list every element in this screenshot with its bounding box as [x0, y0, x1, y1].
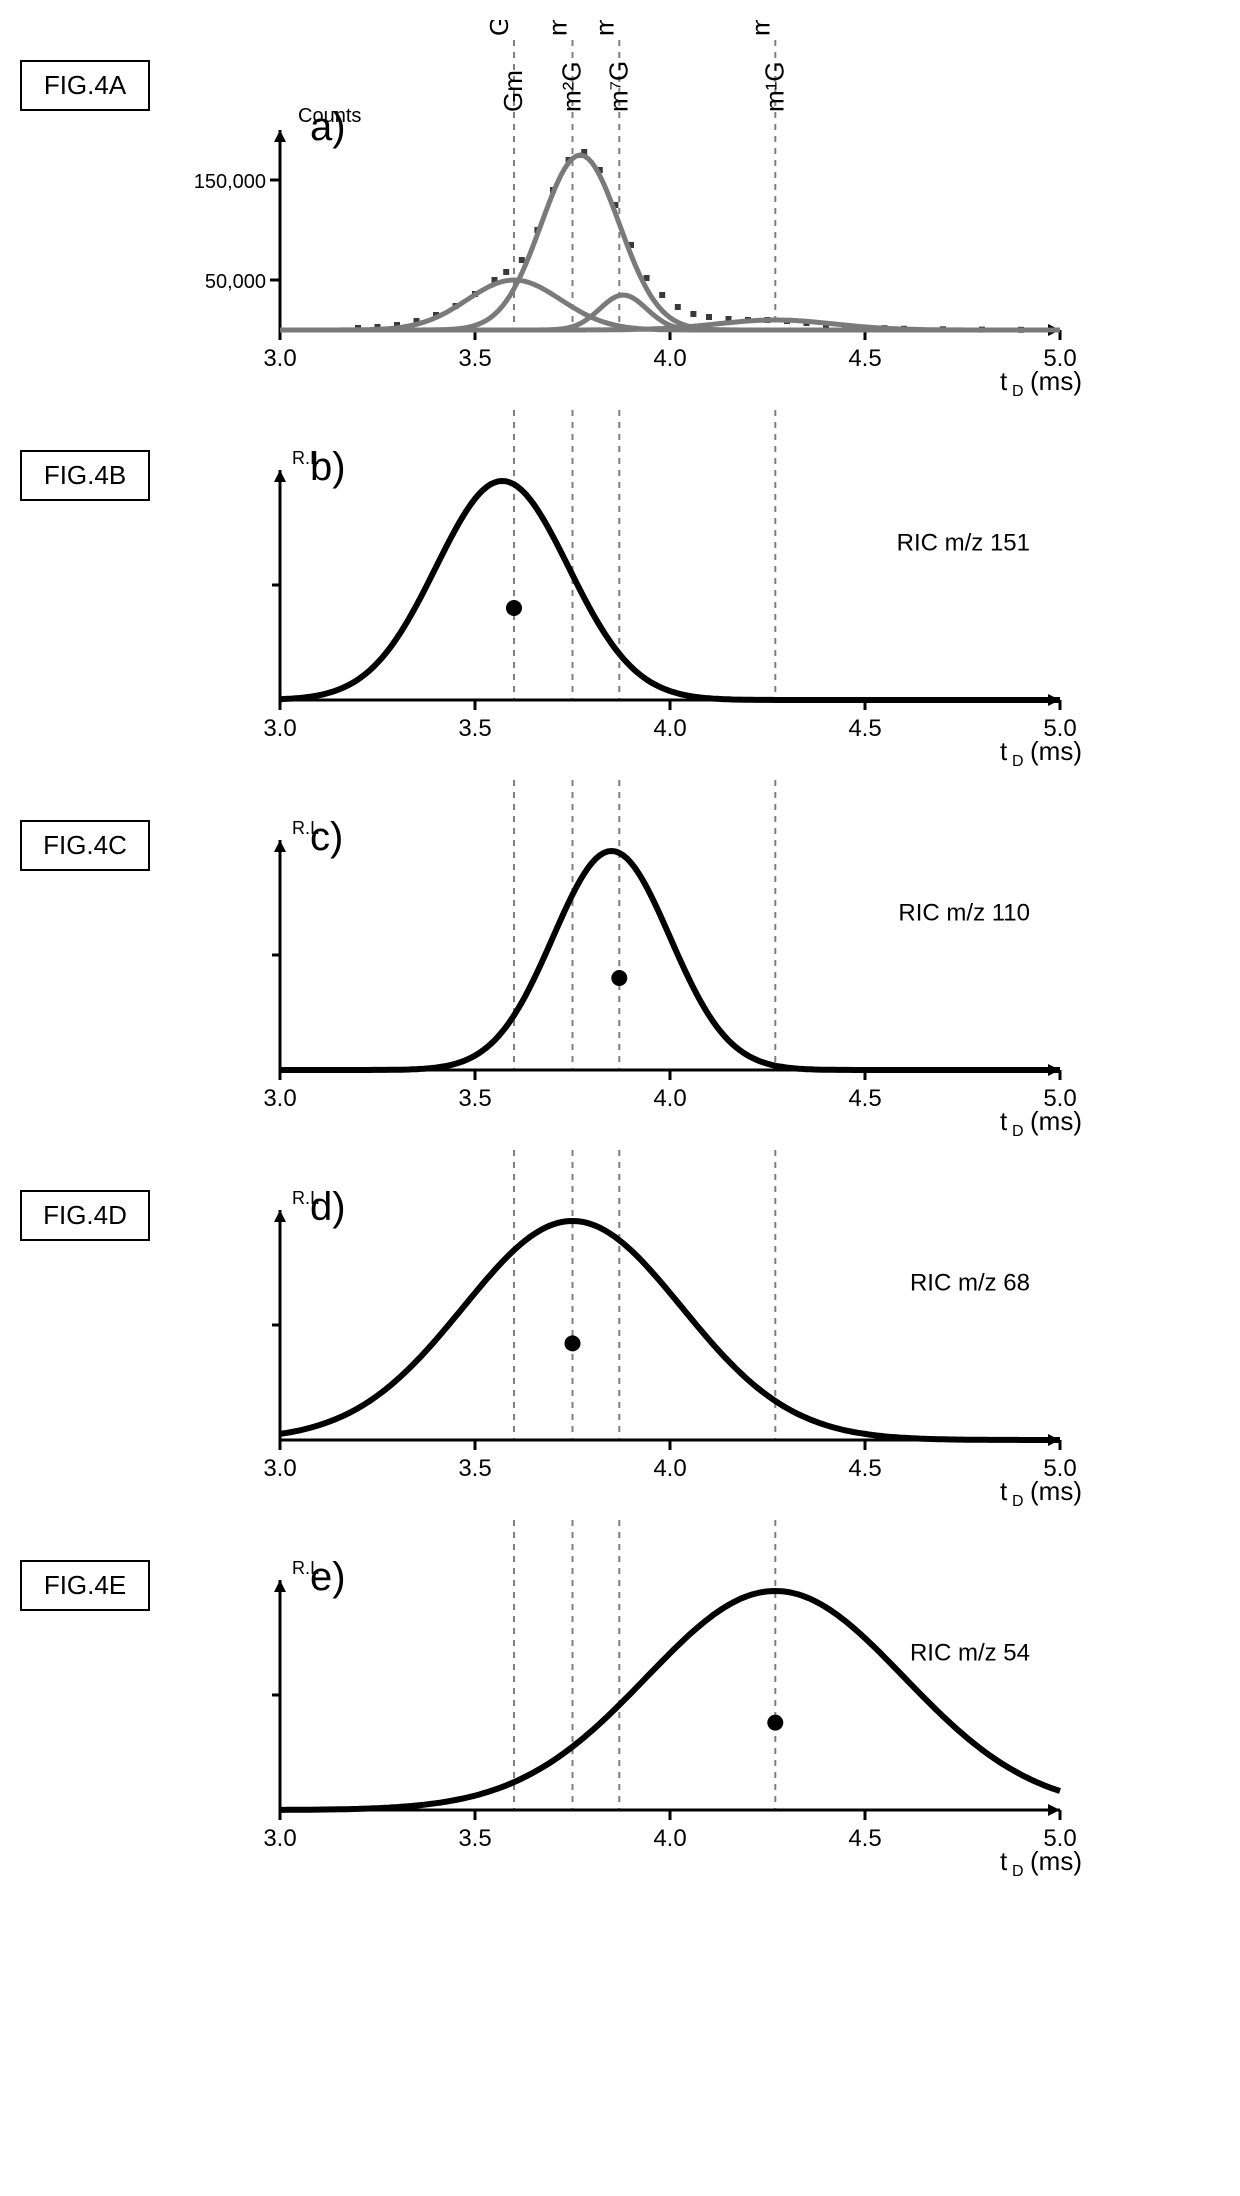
curve — [280, 481, 1060, 700]
figure-label-d: FIG.4D — [20, 1190, 150, 1241]
xtick-label: 3.5 — [458, 1455, 491, 1482]
vline-label-m²G: m²G — [543, 20, 573, 36]
x-axis-label-sub: D — [1012, 383, 1024, 400]
figure-row-b: FIG.4B3.03.54.04.55.0tD (ms)R.I.b)RIC m/… — [20, 410, 1220, 770]
chart-c: 3.03.54.04.55.0tD (ms)R.I.c)RIC m/z 110 — [180, 780, 1100, 1140]
xtick-label: 3.0 — [263, 1085, 296, 1112]
curve — [280, 1221, 1060, 1440]
xtick-label: 4.0 — [653, 1085, 686, 1112]
xtick-label: 3.0 — [263, 715, 296, 742]
xtick-label: 3.5 — [458, 345, 491, 372]
x-axis-label: t — [1000, 1106, 1008, 1136]
chart-e: 3.03.54.04.55.0tD (ms)R.I.e)RIC m/z 54 — [180, 1520, 1100, 1880]
ric-label: RIC m/z 54 — [910, 1640, 1030, 1667]
y-axis-arrow — [274, 470, 286, 482]
vline-label-m¹G: m¹G — [745, 20, 775, 36]
vline-label-m⁷G: m⁷G — [603, 61, 633, 112]
figure-label-c: FIG.4C — [20, 820, 150, 871]
xtick-label: 3.5 — [458, 1085, 491, 1112]
panel-letter: c) — [310, 815, 343, 859]
y-axis-arrow — [274, 130, 286, 142]
ytick-label: 50,000 — [205, 271, 266, 293]
xtick-label: 4.5 — [848, 1085, 881, 1112]
envelope-dot — [706, 314, 712, 320]
envelope-dot — [675, 304, 681, 310]
vline-label-m¹G: m¹G — [759, 61, 789, 112]
figure-row-c: FIG.4C3.03.54.04.55.0tD (ms)R.I.c)RIC m/… — [20, 780, 1220, 1140]
xtick-label: 3.5 — [458, 715, 491, 742]
xtick-label: 4.0 — [653, 715, 686, 742]
xtick-label: 4.5 — [848, 1825, 881, 1852]
chart-d: 3.03.54.04.55.0tD (ms)R.I.d)RIC m/z 68 — [180, 1150, 1100, 1510]
x-axis-arrow — [1048, 1804, 1060, 1816]
panel-letter: d) — [310, 1185, 346, 1229]
xtick-label: 3.0 — [263, 1825, 296, 1852]
envelope-dot — [690, 311, 696, 317]
x-axis-label-unit: (ms) — [1030, 1846, 1082, 1876]
x-axis-label-sub: D — [1012, 1493, 1024, 1510]
panel-letter: a) — [310, 105, 346, 149]
curve — [280, 851, 1060, 1070]
xtick-label: 3.0 — [263, 345, 296, 372]
figure-row-e: FIG.4E3.03.54.04.55.0tD (ms)R.I.e)RIC m/… — [20, 1520, 1220, 1880]
xtick-label: 3.5 — [458, 1825, 491, 1852]
ric-label: RIC m/z 68 — [910, 1270, 1030, 1297]
peak-dot — [565, 1335, 581, 1351]
xtick-label: 3.0 — [263, 1455, 296, 1482]
ric-label: RIC m/z 110 — [898, 900, 1030, 927]
figure-row-a: FIG.4A Gm m²G m⁷G m¹G Gm m²G m⁷G m¹G 3.0 3.5 4.0 4.5… — [20, 20, 1220, 400]
y-axis-arrow — [274, 840, 286, 852]
xtick-label: 4.5 — [848, 715, 881, 742]
figure-row-d: FIG.4D3.03.54.04.55.0tD (ms)R.I.d)RIC m/… — [20, 1150, 1220, 1510]
xtick-label: 4.0 — [653, 1455, 686, 1482]
gaussian-1 — [280, 155, 1060, 330]
curve — [280, 1591, 1060, 1810]
envelope-dot — [503, 269, 509, 275]
envelope-dot — [519, 257, 525, 263]
peak-dot — [506, 600, 522, 616]
envelope-dot — [659, 292, 665, 298]
xtick-label: 4.5 — [848, 1455, 881, 1482]
chart-b: 3.03.54.04.55.0tD (ms)R.I.b)RIC m/z 151 — [180, 410, 1100, 770]
panel-letter: e) — [310, 1555, 346, 1599]
x-axis-label: t — [1000, 736, 1008, 766]
x-axis-label: t — [1000, 1846, 1008, 1876]
y-axis-arrow — [274, 1580, 286, 1592]
chart-a: Gmm²Gm⁷Gm¹GGmm²Gm⁷Gm¹G3.03.54.04.55.0tD … — [180, 20, 1100, 400]
xtick-label: 4.5 — [848, 345, 881, 372]
peak-dot — [767, 1715, 783, 1731]
x-axis-label-sub: D — [1012, 1863, 1024, 1880]
x-axis-label-unit: (ms) — [1030, 1476, 1082, 1506]
xtick-label: 4.0 — [653, 1825, 686, 1852]
x-axis-label: t — [1000, 366, 1008, 396]
figure-label-b: FIG.4B — [20, 450, 150, 501]
figure-label-e: FIG.4E — [20, 1560, 150, 1611]
x-axis-label-unit: (ms) — [1030, 1106, 1082, 1136]
y-axis-arrow — [274, 1210, 286, 1222]
vline-label-m⁷G: m⁷G — [589, 20, 619, 36]
x-axis-label-sub: D — [1012, 753, 1024, 770]
ric-label: RIC m/z 151 — [897, 530, 1030, 557]
vline-label-Gm: Gm — [484, 20, 514, 36]
x-axis-label-unit: (ms) — [1030, 366, 1082, 396]
vline-label-Gm: Gm — [498, 70, 528, 112]
peak-dot — [611, 970, 627, 986]
figure-label-a: FIG.4A — [20, 60, 150, 111]
x-axis-label-sub: D — [1012, 1123, 1024, 1140]
x-axis-label-unit: (ms) — [1030, 736, 1082, 766]
panel-letter: b) — [310, 445, 346, 489]
x-axis-label: t — [1000, 1476, 1008, 1506]
vline-label-m²G: m²G — [557, 61, 587, 112]
xtick-label: 4.0 — [653, 345, 686, 372]
ytick-label: 150,000 — [194, 171, 266, 193]
